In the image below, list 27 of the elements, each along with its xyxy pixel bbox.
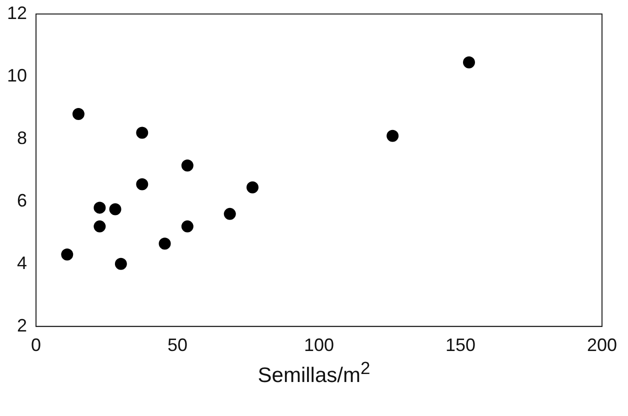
x-tick-label: 0 [31, 335, 42, 356]
point [462, 56, 475, 68]
point [94, 220, 106, 232]
y-tick-label: 10 [6, 65, 28, 86]
point [181, 220, 194, 232]
x-tick-label: 200 [586, 335, 618, 356]
point [109, 203, 122, 216]
x-tick-label: 150 [445, 335, 476, 356]
x-tick-label: 50 [168, 335, 188, 356]
y-tick-label: 6 [17, 190, 28, 210]
point [114, 258, 127, 270]
point [181, 160, 194, 172]
y-tick-label: 2 [17, 315, 28, 336]
point [136, 178, 148, 190]
point [136, 126, 148, 139]
point [94, 202, 106, 214]
point [246, 181, 259, 194]
y-tick-label: 4 [17, 252, 28, 273]
point [386, 130, 399, 142]
y-tick-label: 8 [17, 128, 28, 148]
point [158, 238, 171, 250]
y-tick-label: 12 [6, 2, 28, 23]
x-tick-label: 100 [304, 335, 334, 356]
point [224, 208, 236, 220]
point [72, 108, 84, 120]
x-axis-title: Semillas/m$^{2}$ [256, 358, 372, 388]
point [61, 248, 74, 261]
